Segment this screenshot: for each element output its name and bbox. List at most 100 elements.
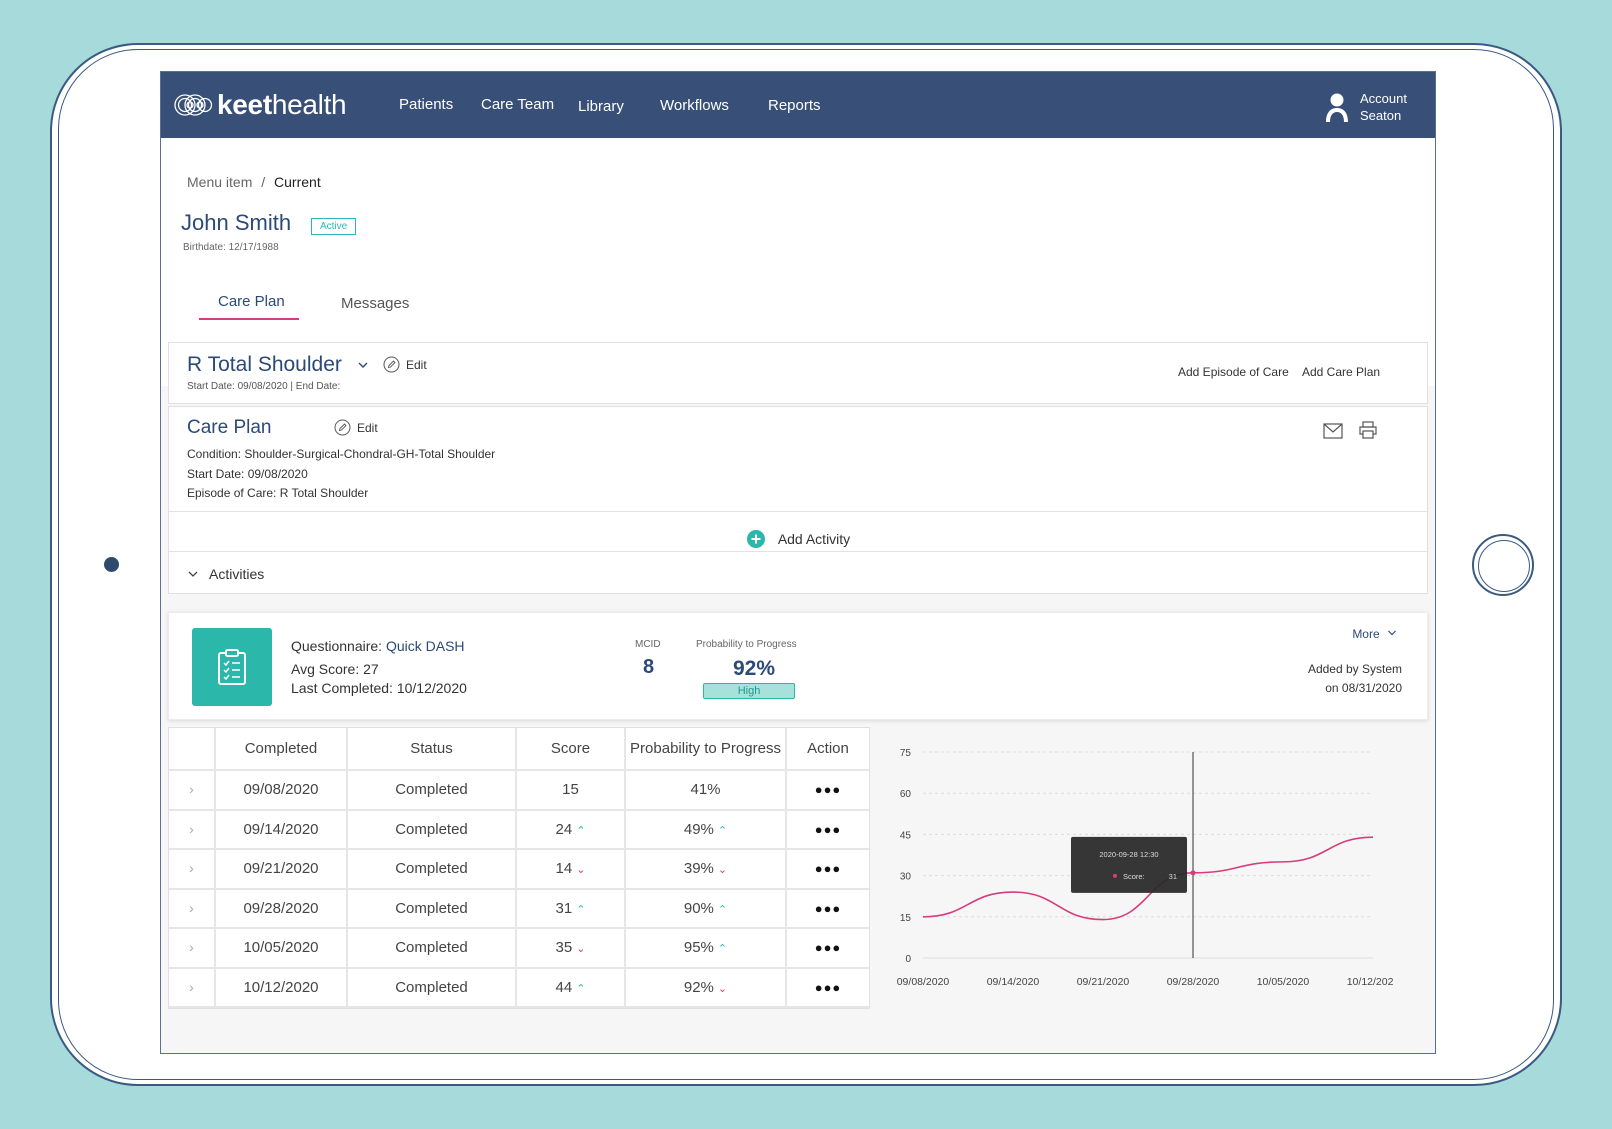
y-tick-label: 30 (900, 872, 912, 883)
row-expand-chevron-icon[interactable]: › (189, 978, 194, 995)
nav-library[interactable]: Library (578, 98, 624, 115)
questionnaire-name: Quick DASH (385, 638, 465, 654)
nav-patients[interactable]: Patients (399, 96, 454, 113)
cell-date: 09/28/2020 (215, 888, 348, 929)
row-actions-menu-icon[interactable]: ●●● (814, 821, 842, 837)
pencil-icon (334, 419, 351, 436)
add-care-plan-link[interactable]: Add Care Plan (1302, 365, 1381, 379)
cell-status: Completed (347, 928, 517, 969)
breadcrumb: Menu item / Current (187, 174, 321, 190)
header-completed[interactable]: Completed (215, 728, 348, 771)
header-probability[interactable]: Probability to Progress (625, 728, 787, 771)
divider (169, 551, 1427, 552)
care-plan-episode: Episode of Care: R Total Shoulder (187, 486, 369, 500)
trend-down-icon: ⌄ (576, 943, 586, 956)
tablet-home-button[interactable] (1472, 534, 1534, 596)
table-row[interactable]: › 09/14/2020 Completed 24 ⌃ 49% ⌃ ●●● (169, 809, 869, 850)
avg-score: Avg Score: 27 (291, 661, 379, 677)
cell-probability: 49% ⌃ (625, 809, 787, 850)
keet-health-logo[interactable]: keethealth (173, 89, 347, 121)
table-row[interactable]: › 10/12/2020 Completed 44 ⌃ 92% ⌄ ●●● (169, 967, 869, 1008)
nav-care-team[interactable]: Care Team (481, 96, 555, 113)
email-icon[interactable] (1323, 423, 1343, 439)
care-plan-edit-button[interactable]: Edit (334, 419, 378, 436)
row-expand-chevron-icon[interactable]: › (189, 781, 194, 798)
cell-probability: 41% (625, 770, 787, 811)
cell-score: 31 ⌃ (516, 888, 626, 929)
breadcrumb-parent[interactable]: Menu item (187, 174, 253, 190)
cell-status: Completed (347, 770, 517, 811)
cell-score: 15 (516, 770, 626, 811)
row-probability: 90% (683, 899, 714, 917)
trend-down-icon: ⌄ (717, 864, 728, 877)
tab-care-plan[interactable]: Care Plan (218, 293, 285, 310)
y-tick-label: 75 (900, 748, 912, 759)
questionnaire-card: Questionnaire: Quick DASH Avg Score: 27 … (168, 612, 1428, 720)
row-expand-chevron-icon[interactable]: › (189, 820, 194, 837)
table-body: › 09/08/2020 Completed 15 41% ●●● › 09/14/2020 C… (169, 770, 869, 1008)
added-by: Added by System (1307, 662, 1402, 676)
tab-messages[interactable]: Messages (341, 285, 409, 312)
results-table: Completed Status Score Probability to Pr… (168, 727, 870, 1009)
row-expand-chevron-icon[interactable]: › (189, 860, 194, 877)
cell-action: ●●● (786, 809, 869, 850)
more-dropdown[interactable]: More (1352, 627, 1397, 641)
row-actions-menu-icon[interactable]: ●●● (814, 979, 842, 995)
chevron-down-icon (188, 571, 198, 577)
score-line-chart[interactable]: 0 15 30 45 60 75 09/08/2020 09/14/2020 09/21/202… (873, 742, 1393, 1002)
chevron-down-icon[interactable] (357, 359, 369, 371)
questionnaire-title: Questionnaire: Quick DASH (291, 638, 465, 654)
cell-date: 09/14/2020 (215, 809, 348, 850)
table-row[interactable]: › 09/21/2020 Completed 14 ⌄ 39% ⌄ ●●● (169, 849, 869, 890)
patient-birthdate: Birthdate: 12/17/1988 (183, 242, 279, 253)
care-plan-card: Care Plan Edit Condition: Shoulder-Surgi… (168, 406, 1428, 594)
row-expand-chevron-icon[interactable]: › (189, 939, 194, 956)
cell-probability: 90% ⌃ (625, 888, 787, 929)
row-status: Completed (395, 820, 468, 838)
cell-status: Completed (347, 967, 517, 1008)
header-score[interactable]: Score (516, 728, 626, 771)
row-actions-menu-icon[interactable]: ●●● (814, 861, 842, 877)
table-row[interactable]: › 09/08/2020 Completed 15 41% ●●● (169, 770, 869, 811)
cell-score: 44 ⌃ (516, 967, 626, 1008)
app-screen: keethealth Patients Care Team Library Wo… (160, 71, 1436, 1054)
care-plan-start-date: Start Date: 09/08/2020 (187, 467, 308, 481)
header-expand (169, 728, 216, 771)
y-tick-label: 45 (900, 830, 912, 841)
add-activity-button[interactable]: Add Activity (169, 520, 1427, 558)
nav-workflows[interactable]: Workflows (660, 97, 729, 114)
row-expand-chevron-icon[interactable]: › (189, 899, 194, 916)
nav-reports[interactable]: Reports (768, 97, 821, 114)
logo-text-bold: keet (217, 89, 272, 120)
tooltip-value: 31 (1169, 872, 1177, 881)
account-menu[interactable]: Account Seaton (1324, 90, 1407, 124)
hovered-data-point (1190, 870, 1196, 876)
header-status[interactable]: Status (347, 728, 517, 771)
plus-circle-icon (746, 530, 765, 548)
x-tick-label: 09/08/2020 (897, 976, 950, 988)
care-plan-edit-label: Edit (357, 420, 378, 435)
table-row[interactable]: › 10/05/2020 Completed 35 ⌄ 95% ⌃ ●●● (169, 928, 869, 969)
active-tab-indicator (199, 318, 299, 320)
score-series-line (922, 836, 1374, 921)
row-actions-menu-icon[interactable]: ●●● (814, 900, 842, 916)
episode-edit-label: Edit (406, 357, 427, 372)
row-score: 35 (555, 939, 573, 957)
episode-title[interactable]: R Total Shoulder (187, 353, 342, 376)
cell-probability: 39% ⌄ (625, 849, 787, 890)
status-badge: Active (311, 218, 357, 235)
cell-status: Completed (347, 888, 517, 929)
cell-action: ●●● (786, 849, 869, 890)
table-row[interactable]: › 09/28/2020 Completed 31 ⌃ 90% ⌃ ●●● (169, 888, 869, 929)
activities-toggle[interactable]: Activities (187, 566, 264, 582)
print-icon[interactable] (1359, 421, 1377, 439)
x-tick-label: 09/28/2020 (1167, 976, 1220, 988)
row-score: 44 (555, 978, 573, 996)
top-nav: keethealth Patients Care Team Library Wo… (161, 72, 1435, 138)
cell-status: Completed (347, 849, 517, 890)
row-actions-menu-icon[interactable]: ●●● (814, 782, 842, 798)
episode-edit-button[interactable]: Edit (383, 356, 427, 373)
row-actions-menu-icon[interactable]: ●●● (814, 940, 842, 956)
add-episode-link[interactable]: Add Episode of Care (1178, 365, 1289, 379)
table-header-row: Completed Status Score Probability to Pr… (169, 728, 869, 771)
